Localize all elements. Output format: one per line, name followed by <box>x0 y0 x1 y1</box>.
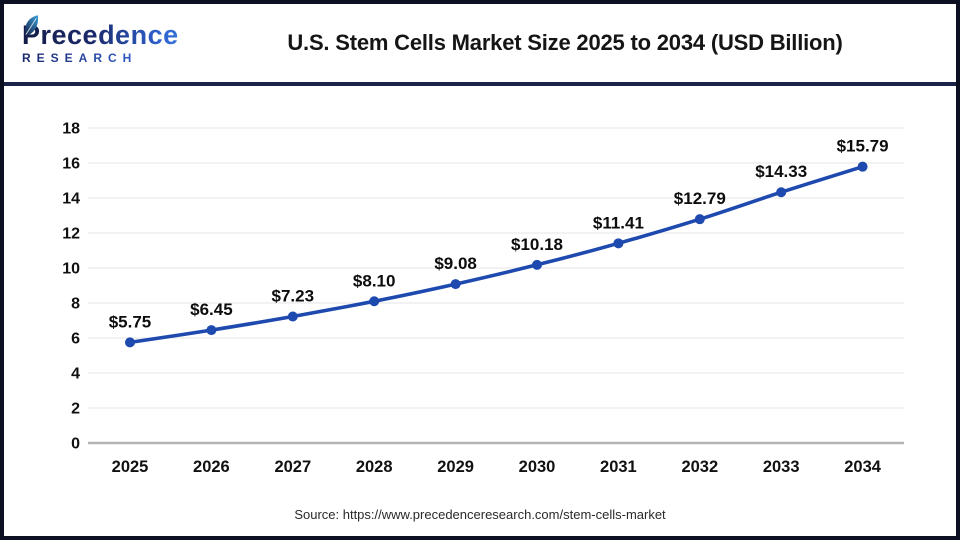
data-point <box>287 311 298 322</box>
y-tick-label: 8 <box>71 296 80 313</box>
data-label: $6.45 <box>190 300 233 319</box>
data-point <box>694 214 705 225</box>
header-divider <box>4 82 956 86</box>
y-tick-label: 16 <box>62 156 80 173</box>
logo-subtitle: RESEARCH <box>22 51 200 65</box>
data-point <box>532 259 542 270</box>
chart-area: 0 2 4 6 8 10 12 14 16 18 2025 2026 2027 2028 2029 2030 2… <box>4 86 956 501</box>
y-tick-label: 18 <box>62 121 80 138</box>
data-point <box>206 325 217 336</box>
data-label: $15.79 <box>837 137 889 156</box>
y-tick-label: 6 <box>71 331 80 348</box>
x-tick-label: 2029 <box>437 458 474 476</box>
y-tick-label: 14 <box>62 191 80 208</box>
page-title: U.S. Stem Cells Market Size 2025 to 2034… <box>287 30 843 55</box>
x-tick-label: 2031 <box>600 458 637 476</box>
data-point <box>613 238 624 249</box>
y-tick-label: 0 <box>71 436 80 453</box>
data-point <box>776 187 787 198</box>
data-label: $5.75 <box>109 312 152 331</box>
data-point <box>450 279 461 290</box>
x-tick-label: 2025 <box>112 458 149 476</box>
x-tick-label: 2030 <box>519 458 556 476</box>
data-point <box>369 296 380 307</box>
y-tick-label: 2 <box>71 401 80 418</box>
x-tick-label: 2034 <box>844 458 882 476</box>
market-size-line-chart: 0 2 4 6 8 10 12 14 16 18 2025 2026 2027 2028 2029 2030 2… <box>62 121 904 476</box>
x-tick-label: 2028 <box>356 458 393 476</box>
x-tick-label: 2026 <box>193 458 230 476</box>
data-label: $10.18 <box>511 235 563 254</box>
x-tick-label: 2032 <box>681 458 718 476</box>
y-tick-label: 12 <box>62 226 80 243</box>
y-tick-label: 4 <box>71 366 80 383</box>
data-label: $11.41 <box>593 213 644 232</box>
header: Precedence RESEARCH U.S. Stem Cells Mark… <box>4 4 956 82</box>
x-tick-label: 2033 <box>763 458 800 476</box>
data-label: $8.10 <box>353 271 396 290</box>
leaf-icon <box>24 15 39 37</box>
data-label: $12.79 <box>674 189 726 208</box>
data-label: $9.08 <box>434 254 477 273</box>
source-attribution: Source: https://www.precedenceresearch.c… <box>294 507 666 522</box>
data-label: $14.33 <box>755 162 807 181</box>
logo-wordmark: Precedence <box>22 21 200 50</box>
data-point <box>857 161 868 172</box>
series-line <box>128 164 865 345</box>
x-tick-label: 2027 <box>274 458 311 476</box>
precedence-research-logo: Precedence RESEARCH <box>20 15 200 65</box>
data-point <box>125 337 135 348</box>
data-label: $7.23 <box>272 286 315 305</box>
y-tick-label: 10 <box>62 261 80 278</box>
